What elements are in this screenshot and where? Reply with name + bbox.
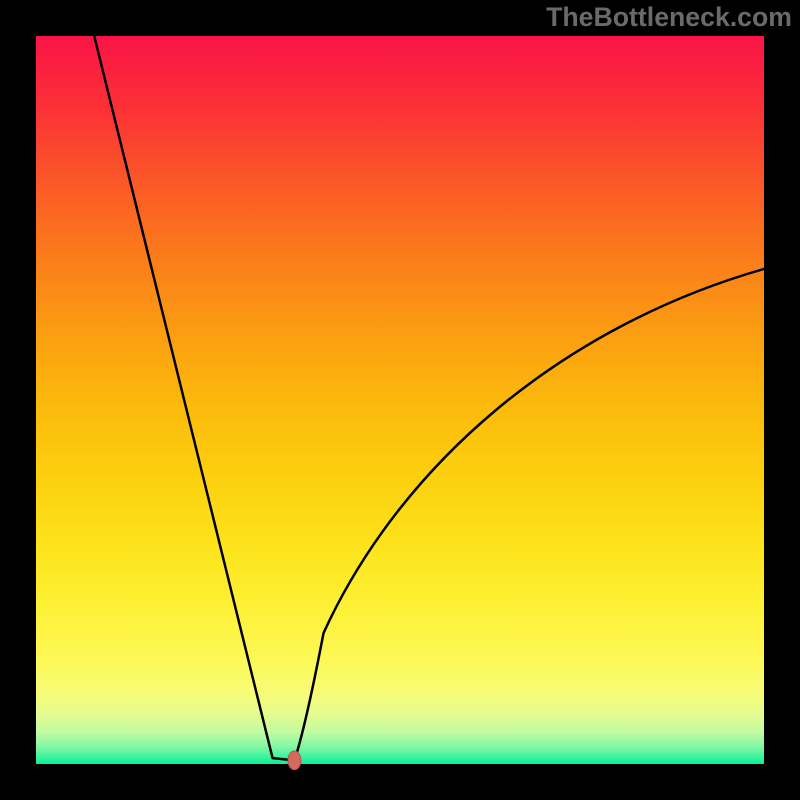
- bottleneck-chart: [0, 0, 800, 800]
- optimum-marker: [288, 751, 301, 770]
- watermark-text: TheBottleneck.com: [546, 2, 792, 33]
- plot-background: [36, 36, 764, 764]
